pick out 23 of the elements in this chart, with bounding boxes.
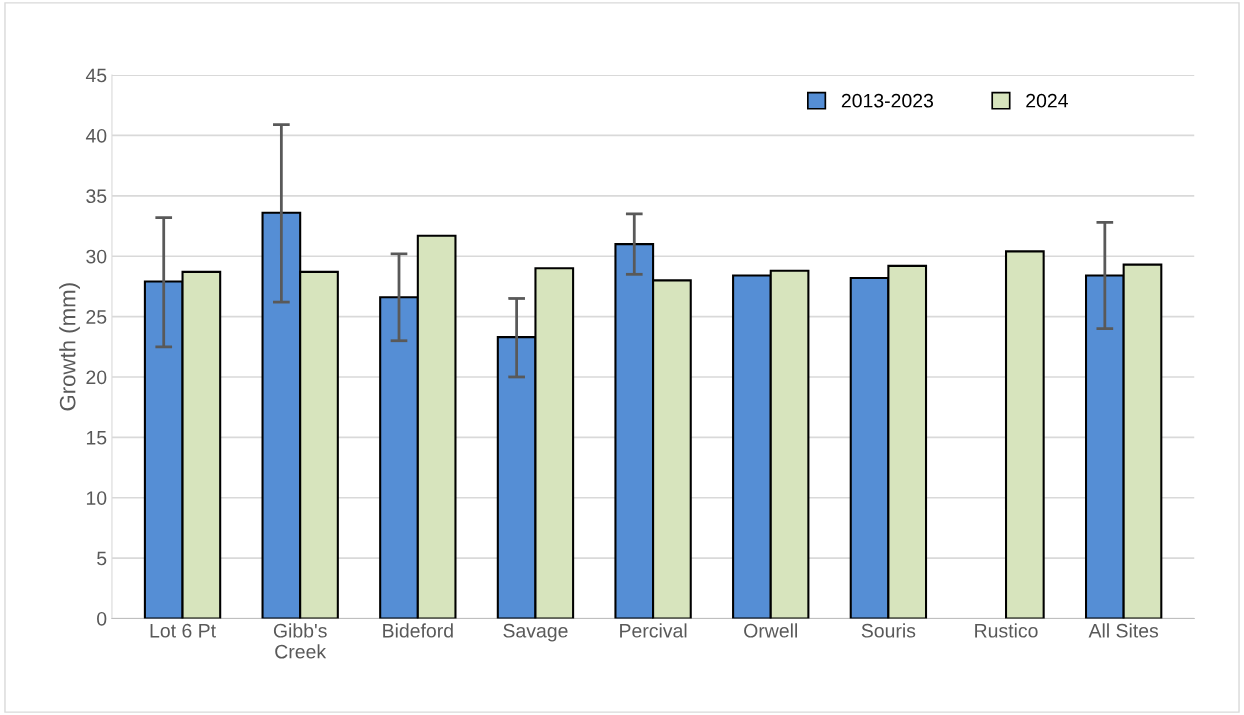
x-tick-label: Percival [620, 623, 687, 638]
bar [1004, 250, 1045, 619]
y-axis-title: Growth (mm) [59, 283, 80, 411]
y-tick-label: 5 [97, 551, 107, 566]
y-tick-label: 30 [86, 249, 107, 264]
y-tick-label: 20 [86, 370, 107, 385]
y-tick-label: 15 [86, 431, 107, 445]
y-tick-label: 35 [86, 189, 107, 204]
x-tick-label: Rustico [975, 623, 1038, 638]
x-tick-label: Gibb's Creek [273, 623, 327, 659]
legend-label: 2024 [1026, 93, 1068, 108]
y-tick-label: 25 [86, 310, 107, 324]
x-tick-label: Lot 6 Pt [150, 623, 216, 638]
y-tick-label: 0 [97, 611, 107, 626]
x-tick-label: Savage [503, 623, 568, 642]
y-tick-label: 45 [85, 68, 107, 83]
x-tick-label: Orwell [744, 623, 797, 638]
y-tick-label: 40 [85, 128, 107, 143]
x-tick-label: Bideford [383, 623, 453, 638]
x-tick-label: Souris [861, 623, 916, 638]
y-tick-label: 10 [86, 491, 107, 505]
legend-label: 2013-2023 [841, 93, 934, 108]
x-tick-label: All Sites [1088, 623, 1159, 638]
